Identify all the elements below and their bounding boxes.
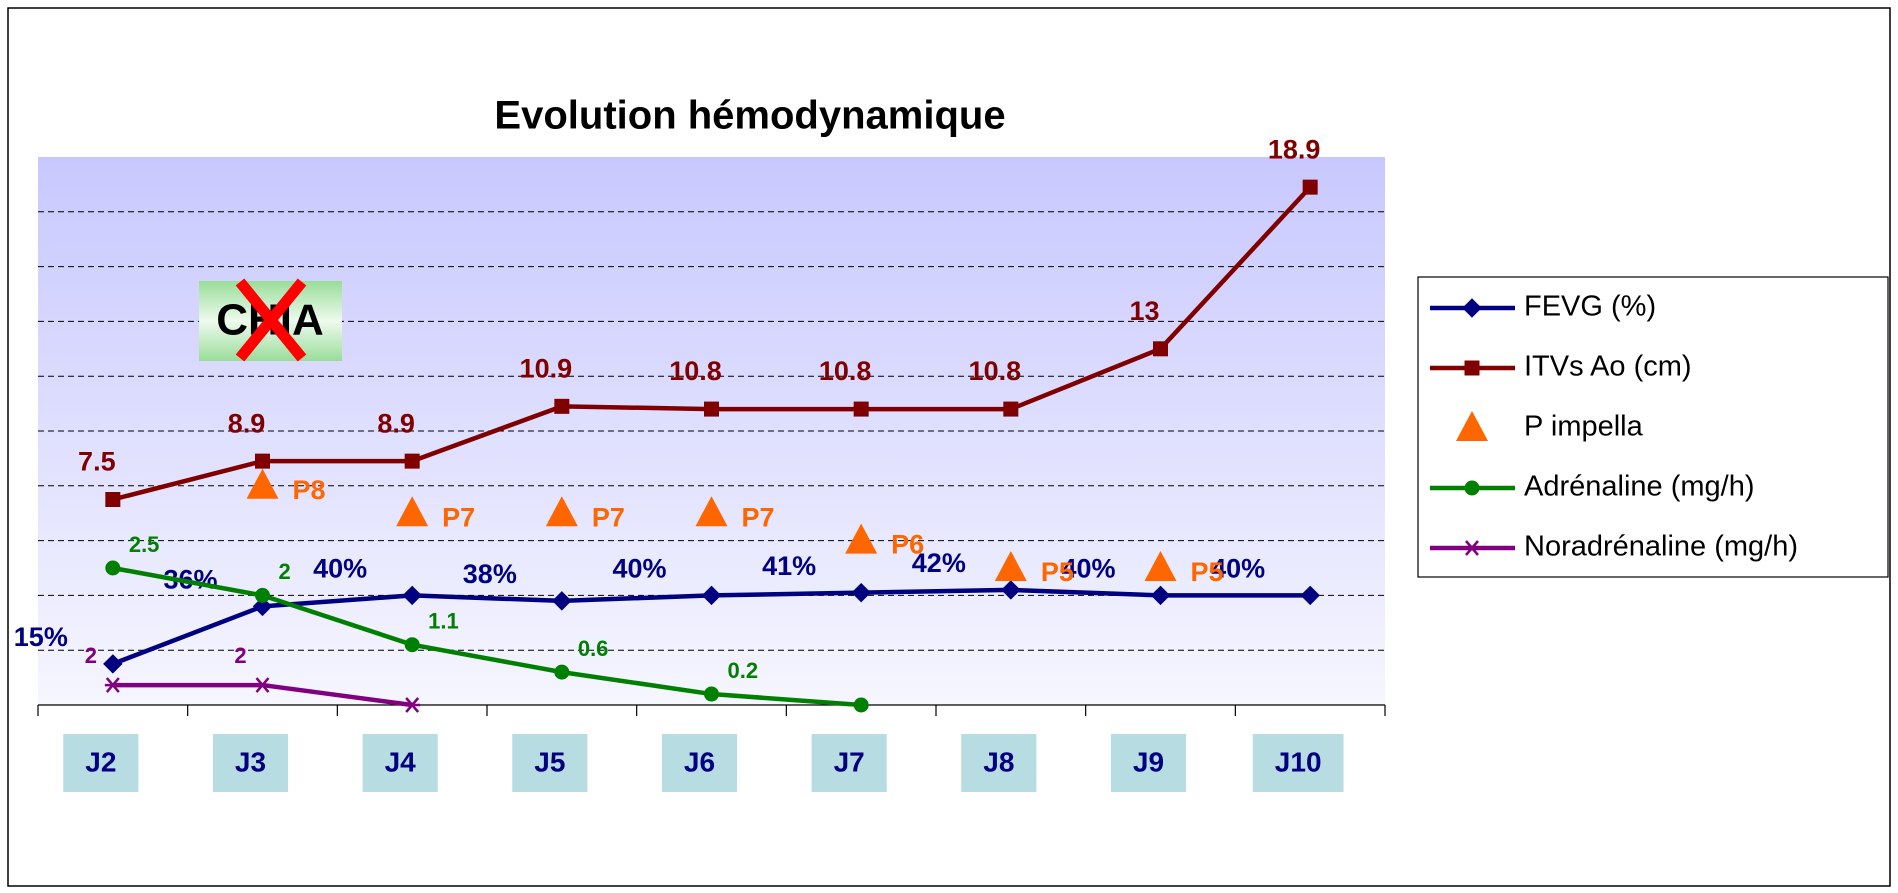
- data-label: 10.8: [969, 356, 1022, 386]
- marker: [994, 551, 1027, 581]
- data-label: P8: [293, 475, 326, 505]
- x-tick-label: J4: [385, 746, 417, 777]
- data-label: 42%: [912, 548, 966, 578]
- marker: [704, 686, 719, 702]
- marker: [1464, 480, 1480, 496]
- data-label: P5: [1191, 557, 1224, 587]
- marker: [554, 398, 570, 414]
- x-tick-label: J9: [1133, 746, 1164, 777]
- marker: [545, 496, 578, 527]
- marker: [246, 468, 279, 499]
- legend-label: P impella: [1524, 411, 1644, 443]
- data-label: 40%: [313, 554, 367, 584]
- marker: [105, 560, 121, 576]
- x-label-box: [661, 734, 738, 792]
- marker: [105, 492, 121, 507]
- marker: [1462, 298, 1482, 318]
- x-label-box: [811, 734, 887, 792]
- data-label: 2: [234, 643, 246, 668]
- data-label: 38%: [463, 559, 517, 589]
- data-label: 8.9: [377, 408, 415, 438]
- marker: [853, 401, 869, 417]
- marker: [254, 677, 271, 693]
- marker: [402, 585, 422, 606]
- data-label: 40%: [612, 554, 666, 584]
- marker: [1464, 360, 1480, 376]
- legend-label: Adrénaline (mg/h): [1524, 471, 1755, 503]
- x-label-box: [1252, 734, 1344, 792]
- data-label: 15%: [14, 622, 68, 652]
- data-label: P7: [592, 502, 625, 532]
- data-label: 7.5: [78, 447, 116, 477]
- marker: [701, 585, 722, 606]
- legend-label: ITVs Ao (cm): [1524, 351, 1692, 383]
- marker: [396, 496, 429, 527]
- marker: [104, 677, 121, 693]
- x-tick-label: J8: [983, 746, 1014, 777]
- marker: [1153, 341, 1168, 357]
- data-label: P5: [1041, 557, 1074, 587]
- data-label: 40%: [1211, 554, 1265, 584]
- x-tick-label: J6: [684, 746, 715, 777]
- data-label: 10.8: [819, 356, 872, 386]
- data-label: 8.9: [228, 408, 266, 438]
- legend: [1417, 276, 1889, 578]
- x-tick-label: J10: [1275, 746, 1322, 777]
- legend-label: Noradrénaline (mg/h): [1524, 531, 1798, 563]
- data-label: 1.1: [428, 609, 459, 634]
- marker: [1003, 401, 1019, 417]
- marker: [255, 453, 270, 469]
- x-label-box: [362, 734, 438, 792]
- marker: [1144, 551, 1177, 581]
- x-label-box: [961, 734, 1037, 792]
- marker: [404, 697, 421, 713]
- data-label: 2: [85, 643, 97, 668]
- data-label: 10.8: [669, 356, 722, 386]
- marker: [1464, 540, 1480, 556]
- chart-title: Evolution hémodynamique: [494, 94, 1005, 138]
- data-label: 2.5: [129, 532, 160, 557]
- marker: [404, 453, 420, 469]
- marker: [404, 637, 420, 653]
- data-label: 40%: [1061, 554, 1115, 584]
- x-label-box: [63, 734, 139, 792]
- data-label: 41%: [762, 551, 816, 581]
- marker: [252, 596, 273, 617]
- series-line: [112, 565, 862, 708]
- data-label: 13: [1129, 296, 1159, 326]
- marker: [1150, 585, 1171, 606]
- marker: [851, 582, 871, 603]
- data-label: 18.9: [1268, 134, 1321, 164]
- marker: [103, 654, 123, 674]
- marker: [704, 401, 719, 417]
- x-tick-label: J5: [534, 746, 565, 777]
- marker: [1456, 411, 1488, 441]
- legend-label: FEVG (%): [1524, 291, 1656, 323]
- x-label-box: [1110, 734, 1187, 792]
- data-label: 10.9: [520, 353, 573, 383]
- data-label: P7: [742, 502, 775, 532]
- x-tick-label: J3: [235, 746, 266, 777]
- x-label-box: [212, 734, 289, 792]
- data-label: 0.6: [578, 636, 609, 661]
- data-label: 0.2: [728, 658, 759, 683]
- x-label-box: [512, 734, 588, 792]
- x-tick-label: J2: [85, 746, 116, 777]
- marker: [695, 496, 728, 527]
- data-label: P6: [891, 530, 924, 560]
- cross-mark: [235, 278, 307, 362]
- x-tick-label: J7: [834, 746, 865, 777]
- marker: [853, 697, 869, 713]
- data-label: 2: [279, 559, 291, 584]
- marker: [552, 591, 572, 611]
- marker: [845, 523, 878, 554]
- marker: [255, 587, 270, 603]
- marker: [1001, 580, 1021, 600]
- marker: [554, 664, 570, 680]
- data-label: P7: [442, 502, 475, 532]
- marker: [1300, 585, 1320, 606]
- marker: [1302, 179, 1318, 195]
